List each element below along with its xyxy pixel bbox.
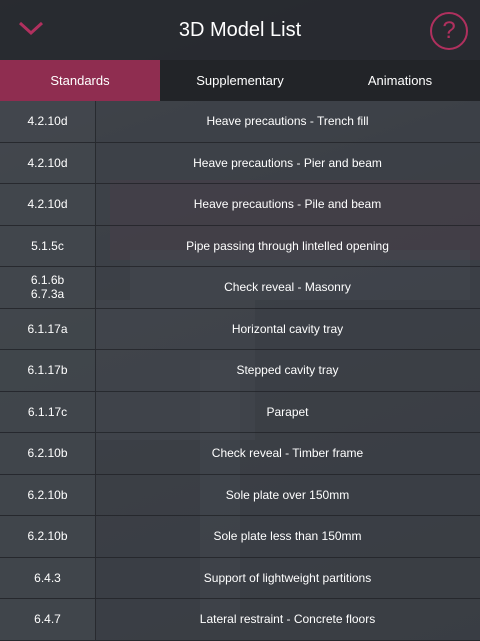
list-row[interactable]: 6.4.3 Support of lightweight partitions	[0, 557, 480, 599]
standard-code: 6.1.17b	[0, 350, 96, 391]
header-title: 3D Model List	[178, 19, 302, 41]
code-line: 6.7.3a	[30, 287, 65, 302]
code-line: 6.1.6b	[30, 273, 65, 288]
row-title: Check reveal - Timber frame	[211, 446, 364, 461]
row-title: Support of lightweight partitions	[203, 570, 372, 585]
row-title: Stepped cavity tray	[236, 363, 339, 378]
code-line: 6.2.10b	[27, 529, 68, 544]
standard-code: 6.1.6b 6.7.3a	[0, 267, 96, 308]
row-title: Lateral restraint - Concrete floors	[199, 612, 376, 627]
row-title: Check reveal - Masonry	[224, 280, 351, 295]
list-row[interactable]: 6.2.10b Sole plate over 150mm	[0, 474, 480, 516]
standard-code: 6.4.7	[0, 599, 96, 640]
list-row[interactable]: 6.2.10b Sole plate less than 150mm	[0, 516, 480, 558]
standard-code: 4.2.10d	[0, 142, 96, 183]
row-title: Heave precautions - Pile and beam	[193, 197, 382, 212]
code-line: 6.4.3	[34, 570, 61, 585]
row-title: Horizontal cavity tray	[231, 321, 344, 336]
list-row[interactable]: 4.2.10d Heave precautions - Trench fill	[0, 101, 480, 143]
tab[interactable]: Standards	[0, 60, 160, 101]
code-line: 6.4.7	[34, 612, 61, 627]
code-line: 6.1.17c	[27, 404, 68, 419]
code-line: 6.1.17b	[27, 363, 68, 378]
header: 3D Model List ?	[0, 0, 480, 60]
standard-code: 5.1.5c	[0, 225, 96, 266]
list-row[interactable]: 4.2.10d Heave precautions - Pile and beam	[0, 184, 480, 226]
list-row[interactable]: 6.4.7 Lateral restraint - Concrete floors	[0, 599, 480, 641]
standard-code: 6.2.10b	[0, 433, 96, 474]
row-title: Sole plate less than 150mm	[213, 529, 362, 544]
standard-code: 6.1.17a	[0, 308, 96, 349]
help-button[interactable]: ?	[430, 12, 468, 50]
back-chevron[interactable]	[18, 20, 44, 36]
standard-code: 6.2.10b	[0, 516, 96, 557]
tab[interactable]: Supplementary	[160, 60, 320, 101]
list-row[interactable]: 6.1.17c Parapet	[0, 391, 480, 433]
code-line: 4.2.10d	[27, 197, 68, 212]
standard-code: 4.2.10d	[0, 101, 96, 142]
list-row[interactable]: 6.2.10b Check reveal - Timber frame	[0, 433, 480, 475]
row-title: Pipe passing through lintelled opening	[186, 238, 389, 253]
row-title: Parapet	[266, 404, 309, 419]
list-row[interactable]: 5.1.5c Pipe passing through lintelled ope…	[0, 225, 480, 267]
model-list: 4.2.10d Heave precautions - Trench fill 4.…	[0, 101, 480, 641]
list-row[interactable]: 6.1.17a Horizontal cavity tray	[0, 308, 480, 350]
standard-code: 6.1.17c	[0, 391, 96, 432]
row-title: Sole plate over 150mm	[225, 487, 350, 502]
code-line: 5.1.5c	[31, 238, 64, 253]
list-row[interactable]: 6.1.17b Stepped cavity tray	[0, 350, 480, 392]
list-row[interactable]: 4.2.10d Heave precautions - Pier and beam	[0, 142, 480, 184]
tab-bar: Standards Supplementary Animations	[0, 60, 480, 101]
code-line: 6.2.10b	[27, 487, 68, 502]
standard-code: 4.2.10d	[0, 184, 96, 225]
list-row[interactable]: 6.1.6b 6.7.3a Check reveal - Masonry	[0, 267, 480, 309]
standard-code: 6.2.10b	[0, 474, 96, 515]
row-title: Heave precautions - Trench fill	[206, 114, 369, 129]
tab[interactable]: Animations	[320, 60, 480, 101]
code-line: 4.2.10d	[27, 155, 68, 170]
code-line: 6.2.10b	[27, 446, 68, 461]
code-line: 4.2.10d	[27, 114, 68, 129]
row-title: Heave precautions - Pier and beam	[193, 155, 382, 170]
code-line: 6.1.17a	[27, 321, 68, 336]
standard-code: 6.4.3	[0, 557, 96, 598]
